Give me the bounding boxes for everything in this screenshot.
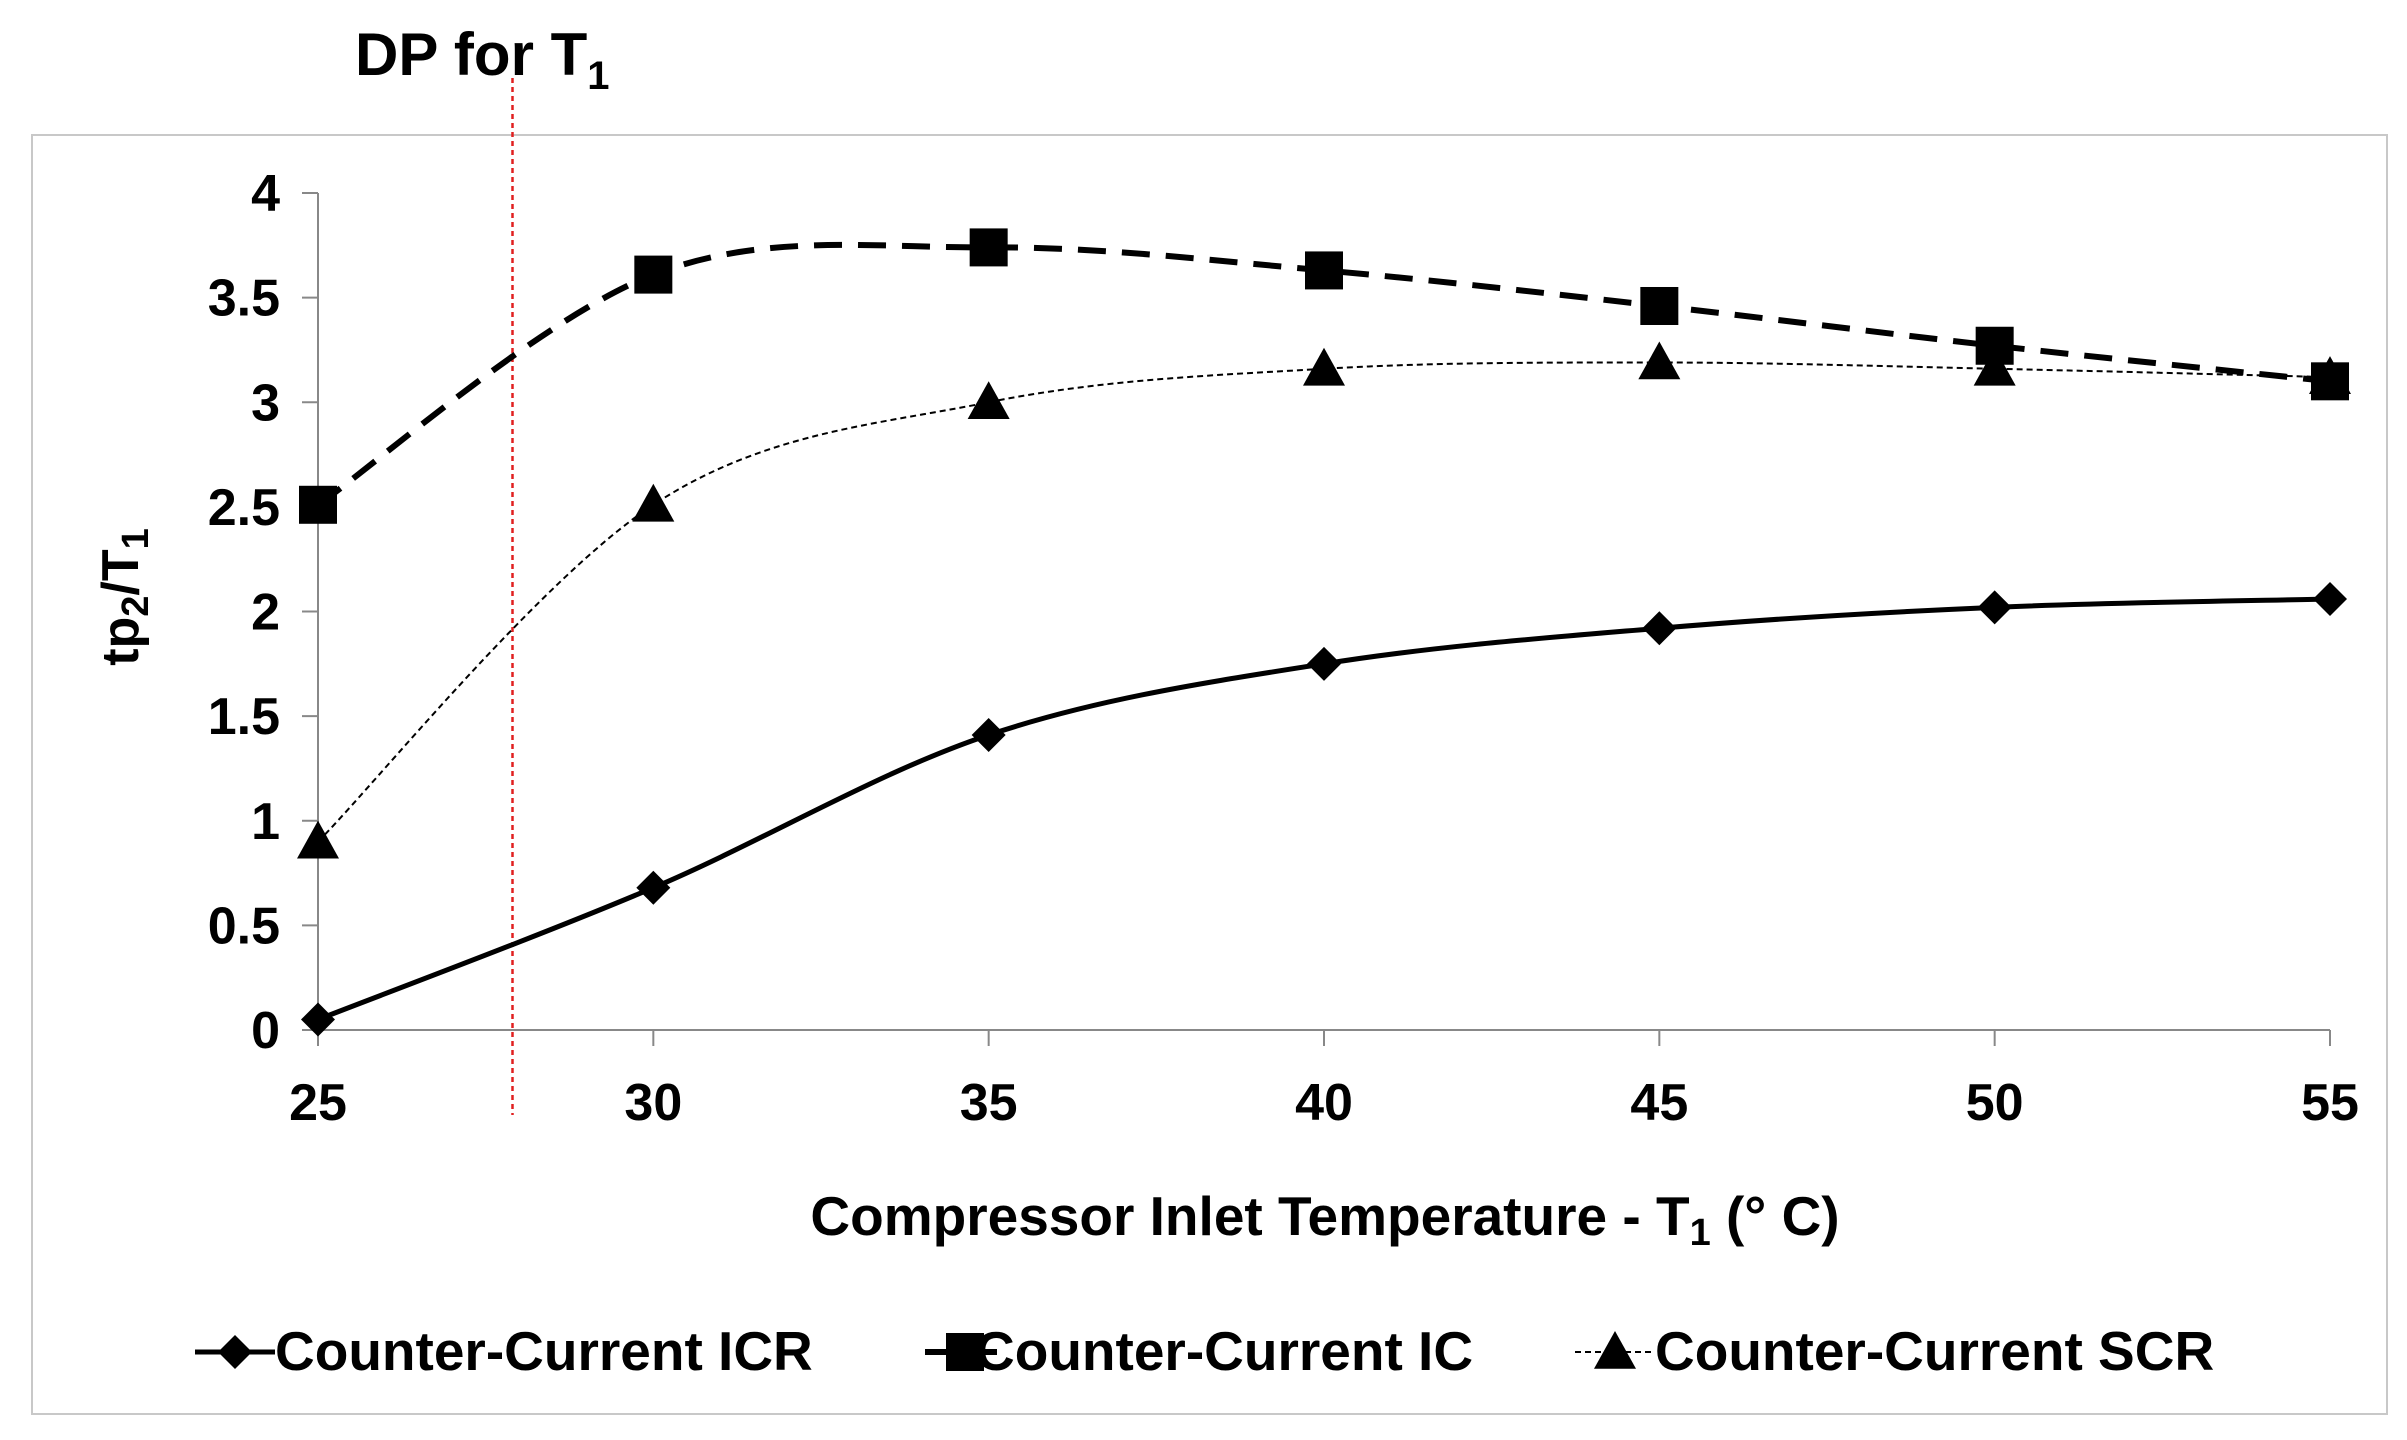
- y-tick-label: 1.5: [208, 688, 280, 746]
- x-tick-label: 40: [1295, 1074, 1353, 1132]
- y-tick-label: 3: [251, 374, 280, 432]
- data-point-diamond: [301, 1002, 335, 1037]
- data-point-triangle: [1973, 347, 2016, 386]
- legend-swatch-square: [946, 1333, 984, 1371]
- legend-label: Counter-Current IC: [975, 1320, 1473, 1382]
- y-tick-label: 4: [251, 165, 280, 223]
- x-tick-label: 35: [960, 1074, 1018, 1132]
- y-tick-label: 3.5: [208, 270, 280, 328]
- legend-label: Counter-Current ICR: [275, 1320, 813, 1382]
- x-tick-label: 55: [2301, 1074, 2359, 1132]
- y-tick-label: 2.5: [208, 479, 280, 537]
- data-point-triangle: [297, 820, 339, 859]
- data-point-triangle: [2309, 356, 2351, 394]
- y-axis-title: tp2/T1: [92, 528, 157, 666]
- legend-swatch-diamond: [218, 1335, 252, 1369]
- data-point-triangle: [967, 381, 1010, 420]
- dp-annotation-subscript: 1: [587, 54, 609, 98]
- data-point-square: [634, 255, 673, 294]
- dp-annotation-text: DP for T: [355, 21, 587, 88]
- y-tick-label: 1: [251, 793, 280, 851]
- x-axis-title-unit: (° C): [1711, 1185, 1840, 1247]
- dp-annotation-label: DP for T1: [355, 21, 610, 98]
- y-tick-label: 0: [251, 1002, 280, 1060]
- data-point-diamond: [1307, 646, 1341, 681]
- data-point-square: [969, 228, 1008, 267]
- y-tick-label: 2: [251, 584, 280, 642]
- data-point-square: [299, 485, 337, 524]
- data-point-triangle: [1638, 341, 1681, 380]
- x-axis-title-subscript: 1: [1690, 1212, 1711, 1254]
- data-point-diamond: [636, 870, 671, 905]
- data-point-square: [1640, 286, 1679, 325]
- y-axis-title-subscript: 1: [115, 528, 157, 549]
- data-point-diamond: [971, 717, 1006, 752]
- y-axis-title-text: tp: [92, 617, 150, 666]
- data-point-diamond: [1642, 611, 1677, 646]
- data-point-triangle: [632, 483, 675, 522]
- x-tick-label: 30: [624, 1074, 682, 1132]
- x-tick-label: 25: [289, 1074, 347, 1132]
- x-axis-title: Compressor Inlet Temperature - T1 (° C): [810, 1185, 1839, 1254]
- x-axis-title-text: Compressor Inlet Temperature - T: [810, 1185, 1689, 1247]
- series-line-triangle: [317, 361, 2331, 843]
- x-tick-label: 45: [1630, 1074, 1688, 1132]
- data-point-square: [1305, 251, 1343, 290]
- data-point-diamond: [1977, 590, 2012, 625]
- y-axis-title-subscript: 2: [115, 596, 157, 617]
- legend-swatch-triangle: [1594, 1331, 1636, 1369]
- chart-frame: [31, 134, 2388, 1415]
- y-axis-title-text: /T: [92, 549, 150, 595]
- y-tick-label: 0.5: [208, 897, 280, 955]
- legend-label: Counter-Current SCR: [1655, 1320, 2214, 1382]
- data-point-triangle: [1303, 347, 1345, 386]
- x-tick-label: 50: [1966, 1074, 2024, 1132]
- data-point-diamond: [2313, 581, 2347, 616]
